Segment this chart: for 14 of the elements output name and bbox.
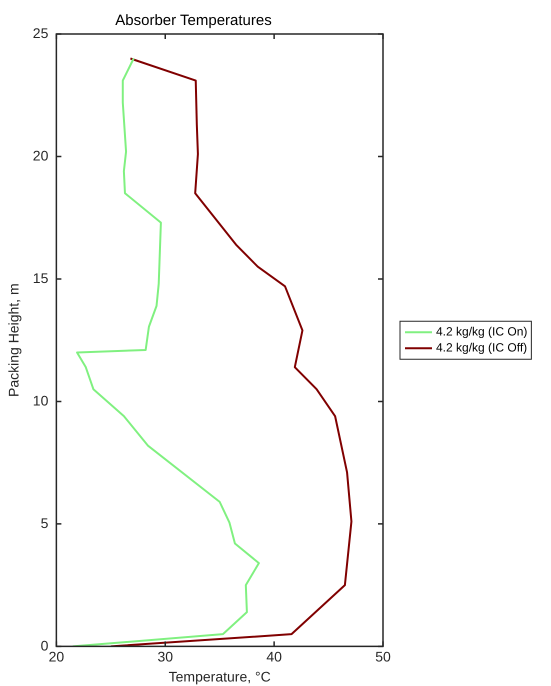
y-tick-label: 15: [32, 270, 49, 286]
legend-label: 4.2 kg/kg (IC Off): [436, 340, 528, 355]
x-axis-title: Temperature, °C: [168, 668, 271, 684]
x-tick-label: 50: [375, 648, 391, 665]
chart-title: Absorber Temperatures: [115, 12, 272, 30]
y-tick-label: 20: [32, 147, 49, 164]
y-tick-label: 10: [32, 392, 49, 408]
legend-label: 4.2 kg/kg (IC On): [436, 324, 528, 339]
y-axis-title: Packing Height, m: [5, 283, 22, 398]
x-tick-label: 40: [266, 648, 282, 665]
y-tick-label: 25: [32, 24, 49, 41]
y-tick-label: 5: [40, 514, 49, 531]
y-tick-label: 0: [40, 637, 49, 654]
x-tick-label: 30: [157, 648, 174, 665]
